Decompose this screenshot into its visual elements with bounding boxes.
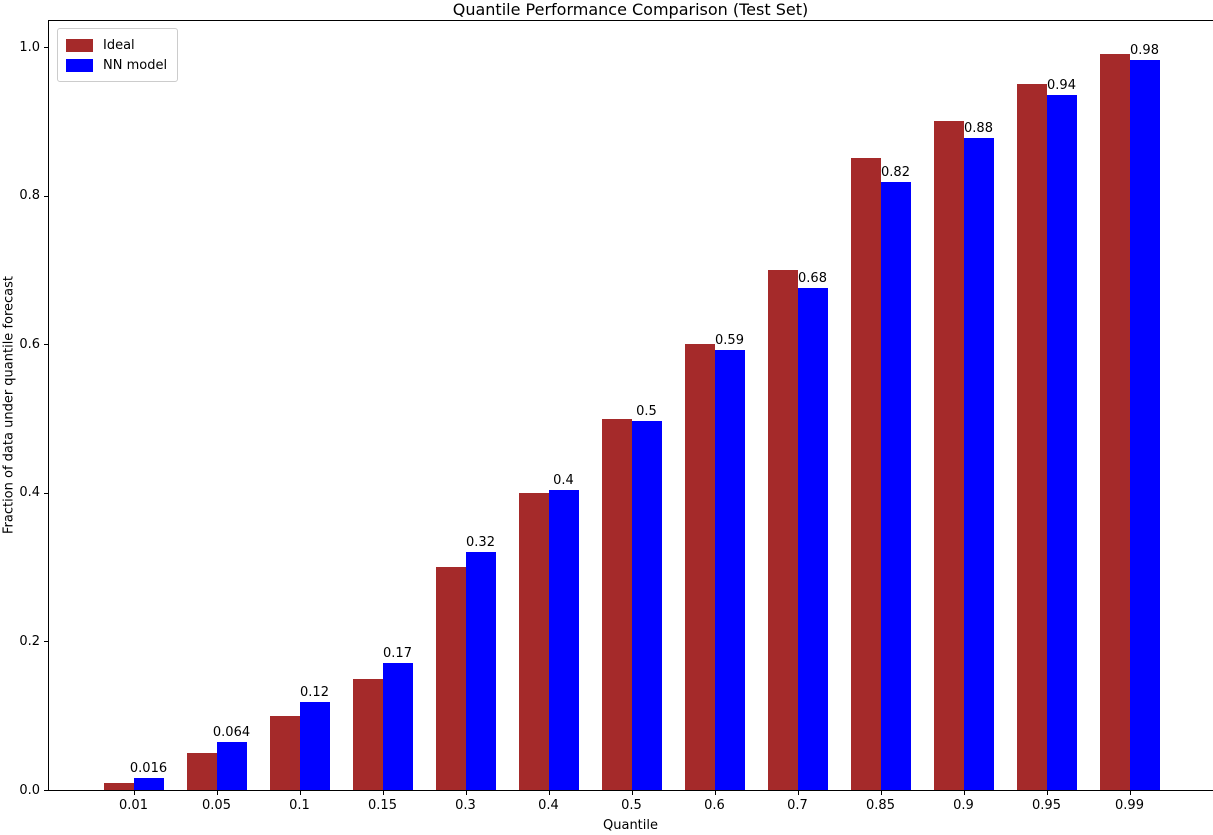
x-tick-label: 0.15 — [368, 798, 397, 813]
y-tick-mark — [44, 790, 48, 791]
x-tick-label: 0.85 — [866, 798, 895, 813]
y-tick-label: 0.6 — [19, 336, 40, 352]
y-tick-label: 1.0 — [19, 39, 40, 55]
bar-nn-model — [797, 288, 828, 790]
bar-ideal — [186, 752, 217, 790]
legend-label: NN model — [103, 57, 168, 73]
bar-nn-model — [216, 742, 247, 790]
bar-ideal — [352, 678, 383, 790]
x-tick-label: 0.99 — [1115, 798, 1144, 813]
bar-nn-model — [880, 182, 911, 790]
y-tick-label: 0.2 — [19, 633, 40, 649]
x-tick-label: 0.4 — [538, 798, 559, 813]
x-tick-label: 0.01 — [119, 798, 148, 813]
y-tick-mark — [44, 641, 48, 643]
bar-ideal — [518, 492, 549, 790]
x-tick-mark — [880, 791, 882, 795]
bar-value-label: 0.82 — [881, 165, 910, 181]
bar-value-label: 0.064 — [212, 725, 251, 741]
x-tick-mark — [465, 791, 467, 795]
axis-spine-top — [48, 20, 1213, 21]
bar-ideal — [1016, 84, 1047, 790]
legend: Ideal NN model — [57, 28, 179, 82]
x-tick-mark — [1046, 791, 1048, 795]
bar-nn-model — [548, 489, 579, 790]
x-tick-label: 0.95 — [1032, 798, 1061, 813]
bar-value-label: 0.17 — [383, 645, 412, 661]
axis-spine-bottom — [48, 790, 1213, 791]
bar-nn-model — [963, 137, 994, 790]
bar-ideal — [850, 158, 881, 790]
legend-label: Ideal — [103, 37, 135, 53]
bar-ideal — [933, 121, 964, 790]
x-tick-label: 0.7 — [787, 798, 808, 813]
y-tick-label: 0.8 — [19, 188, 40, 204]
legend-item: NN model — [66, 55, 167, 75]
x-tick-mark — [631, 791, 633, 795]
x-tick-label: 0.1 — [289, 798, 310, 813]
bar-ideal — [269, 715, 300, 790]
x-tick-mark — [714, 791, 716, 795]
legend-swatch-ideal — [66, 38, 93, 52]
y-tick-mark — [44, 47, 48, 48]
x-tick-mark — [133, 791, 135, 795]
x-tick-mark — [216, 791, 218, 795]
bar-nn-model — [299, 702, 330, 790]
bar-nn-model — [382, 662, 413, 790]
bar-ideal — [684, 344, 715, 790]
bar-ideal — [435, 567, 466, 790]
x-tick-label: 0.9 — [953, 798, 974, 813]
bar-ideal — [103, 782, 134, 790]
chart-title: Quantile Performance Comparison (Test Se… — [452, 0, 809, 19]
bar-value-label: 0.94 — [1047, 78, 1076, 94]
bar-nn-model — [1129, 59, 1160, 790]
x-tick-label: 0.3 — [455, 798, 476, 813]
legend-swatch-nn-model — [66, 58, 93, 72]
bar-value-label: 0.98 — [1130, 42, 1159, 58]
x-tick-mark — [299, 791, 301, 795]
x-tick-mark — [382, 791, 384, 795]
bar-nn-model — [1046, 95, 1077, 790]
x-tick-label: 0.05 — [202, 798, 231, 813]
legend-item: Ideal — [66, 35, 167, 55]
bar-value-label: 0.12 — [300, 685, 329, 701]
bar-nn-model — [631, 420, 662, 790]
x-tick-mark — [548, 791, 550, 795]
bar-ideal — [1099, 54, 1130, 790]
bar-nn-model — [133, 778, 164, 790]
bar-value-label: 0.59 — [715, 333, 744, 349]
x-tick-mark — [797, 791, 799, 795]
axis-spine-left — [48, 20, 49, 791]
x-tick-mark — [1129, 791, 1131, 795]
x-tick-label: 0.6 — [704, 798, 725, 813]
bar-value-label: 0.016 — [129, 761, 168, 777]
y-tick-label: 0.0 — [19, 782, 40, 798]
x-tick-label: 0.5 — [621, 798, 642, 813]
y-tick-mark — [44, 195, 48, 197]
y-tick-mark — [44, 344, 48, 346]
bar-value-label: 0.68 — [798, 271, 827, 287]
bar-value-label: 0.88 — [964, 120, 993, 136]
x-tick-mark — [963, 791, 965, 795]
bar-ideal — [601, 418, 632, 790]
bar-value-label: 0.4 — [553, 472, 574, 488]
x-axis-label: Quantile — [603, 818, 658, 833]
y-tick-mark — [44, 492, 48, 494]
bar-value-label: 0.5 — [636, 403, 657, 419]
bar-value-label: 0.32 — [466, 535, 495, 551]
bar-nn-model — [465, 552, 496, 790]
bar-nn-model — [714, 350, 745, 790]
y-tick-label: 0.4 — [19, 485, 40, 501]
bar-ideal — [767, 269, 798, 790]
